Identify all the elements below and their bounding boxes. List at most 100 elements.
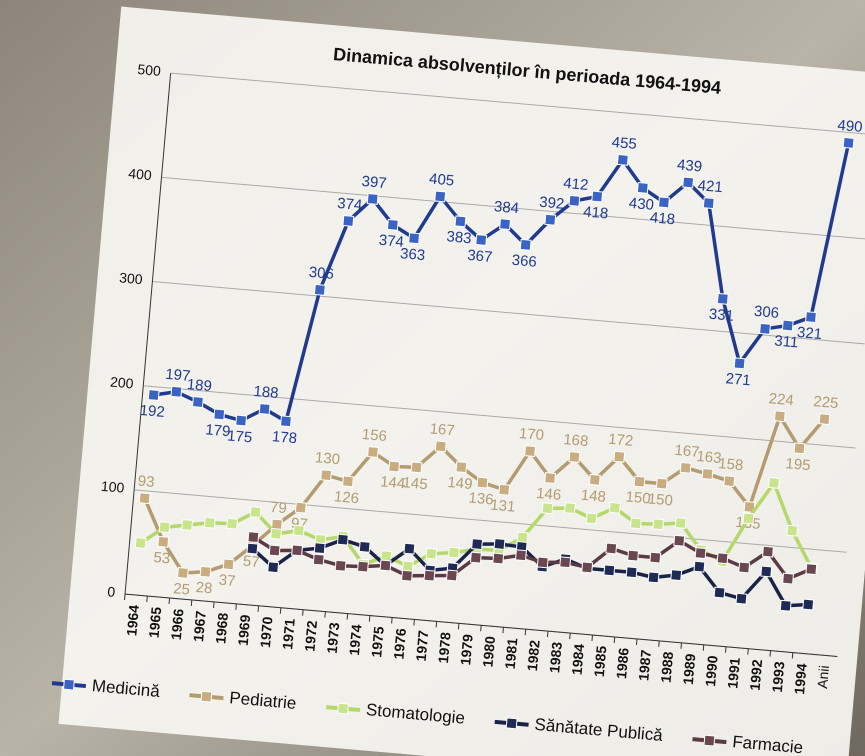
- data-point: [182, 520, 193, 531]
- data-point: [448, 547, 459, 558]
- data-point: [477, 477, 488, 488]
- data-point: [626, 567, 637, 578]
- data-label: 311: [774, 332, 799, 351]
- data-label: 439: [676, 156, 702, 175]
- x-tick-label: 1966: [168, 608, 187, 641]
- data-point: [269, 545, 280, 556]
- data-point: [630, 518, 641, 529]
- data-point: [739, 562, 750, 573]
- x-tick: [147, 596, 148, 602]
- data-label: 192: [139, 402, 165, 421]
- x-tick: [703, 645, 704, 651]
- data-point: [456, 462, 467, 473]
- x-tick: [369, 616, 370, 622]
- y-tick-label: 400: [128, 165, 153, 183]
- data-label: 25: [172, 580, 190, 598]
- x-tick: [570, 633, 571, 639]
- data-point: [695, 548, 706, 559]
- x-tick: [214, 602, 215, 608]
- legend-marker: [338, 703, 349, 714]
- x-tick: [392, 617, 393, 623]
- x-tick-label: 1992: [747, 659, 766, 692]
- legend-marker: [704, 735, 715, 746]
- data-point: [592, 191, 603, 202]
- data-point: [389, 461, 400, 472]
- data-point: [671, 570, 682, 581]
- data-point: [656, 478, 667, 489]
- data-point: [743, 513, 754, 524]
- data-point: [628, 550, 639, 561]
- data-label: 93: [137, 473, 155, 491]
- data-point: [717, 293, 728, 304]
- x-tick: [659, 641, 660, 647]
- x-tick-label: 1993: [769, 661, 788, 694]
- data-label: 130: [314, 449, 340, 468]
- data-point: [409, 233, 420, 244]
- data-point: [614, 451, 625, 462]
- data-point: [248, 532, 259, 543]
- x-tick-label: 1978: [435, 631, 454, 664]
- data-label: 397: [361, 173, 387, 192]
- data-point: [313, 554, 324, 565]
- data-label: 418: [583, 203, 609, 222]
- data-point: [139, 493, 150, 504]
- data-label: 225: [813, 393, 839, 412]
- data-point: [171, 386, 182, 397]
- x-tick: [191, 600, 192, 606]
- data-point: [542, 503, 553, 514]
- data-label: 167: [429, 420, 455, 439]
- legend-marker: [64, 679, 75, 690]
- data-label: 321: [796, 324, 822, 343]
- data-point: [774, 411, 785, 422]
- data-point: [343, 216, 354, 227]
- data-label: 331: [708, 306, 734, 325]
- x-tick: [681, 643, 682, 649]
- data-point: [236, 415, 247, 426]
- x-axis-label: Anii: [814, 665, 832, 690]
- data-point: [367, 194, 378, 205]
- data-point: [724, 476, 735, 487]
- x-tick-label: 1969: [235, 614, 254, 647]
- data-label: 170: [518, 425, 544, 444]
- x-tick: [726, 647, 727, 653]
- data-point: [782, 320, 793, 331]
- data-label: 79: [269, 499, 287, 517]
- x-tick: [280, 608, 281, 614]
- data-label: 363: [399, 245, 425, 264]
- x-tick-label: 1964: [123, 604, 142, 637]
- data-point: [343, 476, 354, 487]
- y-tick-label: 100: [100, 478, 125, 496]
- data-point: [368, 447, 379, 458]
- data-point: [763, 546, 774, 557]
- x-tick: [503, 627, 504, 633]
- data-point: [435, 191, 446, 202]
- data-label: 418: [649, 209, 675, 228]
- data-label: 175: [227, 427, 253, 446]
- data-point: [734, 358, 745, 369]
- data-point: [358, 561, 369, 572]
- data-point: [148, 390, 159, 401]
- data-label: 146: [535, 485, 561, 504]
- y-tick-label: 200: [109, 374, 134, 392]
- data-label: 384: [493, 198, 519, 217]
- data-point: [295, 502, 306, 513]
- data-point: [819, 414, 830, 425]
- data-point: [292, 545, 303, 556]
- data-point: [411, 462, 422, 473]
- data-point: [493, 553, 504, 564]
- data-label: 306: [308, 264, 334, 283]
- data-label: 367: [467, 247, 493, 266]
- data-point: [604, 565, 615, 576]
- data-label: 37: [218, 572, 236, 590]
- data-point: [271, 528, 282, 539]
- data-point: [545, 473, 556, 484]
- x-tick: [748, 649, 749, 655]
- data-point: [569, 195, 580, 206]
- x-tick-label: 1970: [257, 616, 276, 649]
- data-label: 178: [271, 428, 297, 447]
- x-tick: [458, 623, 459, 629]
- data-point: [760, 323, 771, 334]
- data-label: 126: [333, 488, 359, 507]
- data-label: 412: [563, 175, 589, 194]
- data-point: [675, 518, 686, 529]
